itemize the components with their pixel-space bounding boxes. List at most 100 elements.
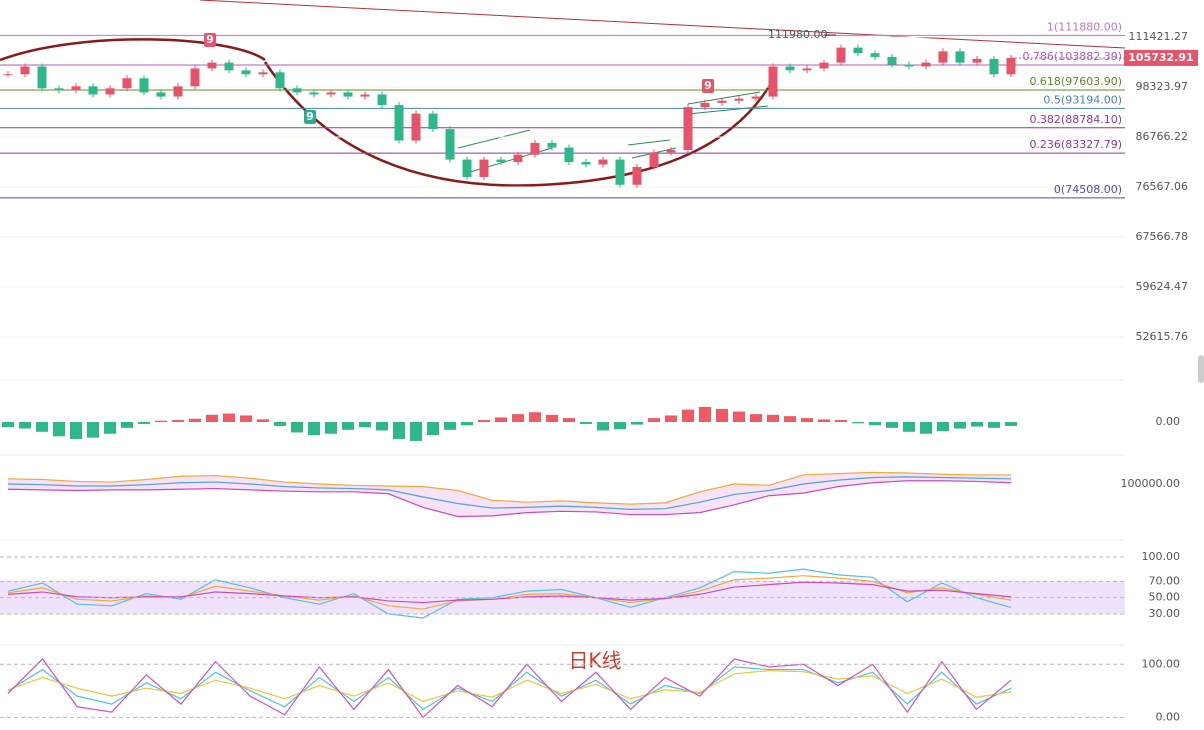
histogram-bar [359,422,371,428]
histogram-bar [682,409,694,422]
candle [632,166,642,185]
cup-arc [263,61,772,187]
histogram-bar [580,422,592,424]
indicator-line [7,471,1011,505]
indicator-line [7,581,1012,604]
candle [462,159,472,178]
histogram-bar [733,411,745,422]
fib-label: 0.382(88784.10) [1029,113,1122,126]
histogram-bar [1005,422,1017,426]
scroll-handle[interactable] [1198,355,1204,383]
histogram-bar [291,422,303,433]
histogram-bar [2,422,14,428]
histogram-bar [801,418,813,422]
candle [921,62,931,67]
y-tick-label: 52615.76 [1136,330,1189,343]
fib-label: 1(111880.00) [1047,20,1122,33]
candle [768,66,778,97]
candle [292,88,302,93]
histogram-bar [189,418,201,422]
y-tick-label: 0.00 [1156,710,1181,723]
candle [309,92,319,95]
histogram-bar [852,422,864,424]
histogram-bar [988,422,1000,428]
histogram-bar [529,412,541,422]
indicator-line [7,480,1012,518]
candle [649,152,659,167]
histogram-bar [257,419,269,422]
candle [700,102,710,108]
histogram-bar [393,422,405,439]
histogram-bar [546,414,558,422]
signal-badge [204,33,216,47]
candle [156,92,166,97]
histogram-bar [512,414,524,422]
candle [411,113,421,141]
histogram-bar [869,422,881,426]
candle [751,96,761,99]
fib-label: 0.5(93194.00) [1043,93,1122,106]
histogram-bar [563,418,575,422]
histogram-bar [478,420,490,422]
histogram-bar [70,422,82,439]
histogram-bar [461,422,473,426]
histogram-bar [325,422,337,434]
fib-label: 0.786(103882.39) [1022,50,1122,63]
histogram-bar [342,422,354,430]
watermark: 日K线 [568,649,621,673]
candle [445,129,455,160]
histogram-bar [971,422,983,427]
candle [819,62,829,69]
indicator-line [7,658,1012,719]
histogram-bar [308,422,320,436]
indicator-line [7,666,1012,711]
y-tick-label: 100.00 [1142,550,1181,563]
candle [37,66,47,89]
band-area [8,472,1011,517]
y-tick-label: 86766.22 [1136,130,1189,143]
y-tick-label: 70.00 [1149,574,1181,587]
candle [955,51,965,63]
signal-badge [702,79,714,93]
y-tick-label: 100000.00 [1121,477,1181,490]
y-tick-label: 30.00 [1149,607,1181,620]
y-tick-label: 100.00 [1142,657,1181,670]
histogram-bar [444,422,456,430]
histogram-bar [818,419,830,422]
indicator-line [7,476,1012,510]
y-tick-label: 59624.47 [1136,280,1189,293]
arc-top [0,38,266,62]
histogram-bar [53,422,65,437]
y-tick-label: 0.00 [1156,415,1181,428]
candle [88,86,98,95]
candle [972,58,982,63]
candle [173,86,183,97]
candle [343,92,353,97]
histogram-bar [631,422,643,425]
candle [224,62,234,71]
candle [190,68,200,87]
histogram-bar [886,422,898,428]
histogram-bar [240,415,252,422]
candle [598,159,608,165]
candle [241,70,251,75]
histogram-bar [495,417,507,422]
candle [547,142,557,148]
candle [122,78,132,89]
candle [785,66,795,71]
histogram-bar [937,422,949,432]
signal-label: 9 [306,110,314,123]
candle [802,68,812,71]
y-tick-label: 98323.97 [1136,80,1189,93]
candle [904,64,914,67]
candle [3,74,13,76]
histogram-bar [648,418,660,422]
candle [666,149,676,153]
histogram-bar [614,422,626,430]
candle [615,159,625,185]
candle [1006,57,1016,75]
histogram-bar [716,408,728,422]
histogram-bar [121,422,133,428]
histogram-bar [87,422,99,438]
histogram-bar [597,422,609,431]
